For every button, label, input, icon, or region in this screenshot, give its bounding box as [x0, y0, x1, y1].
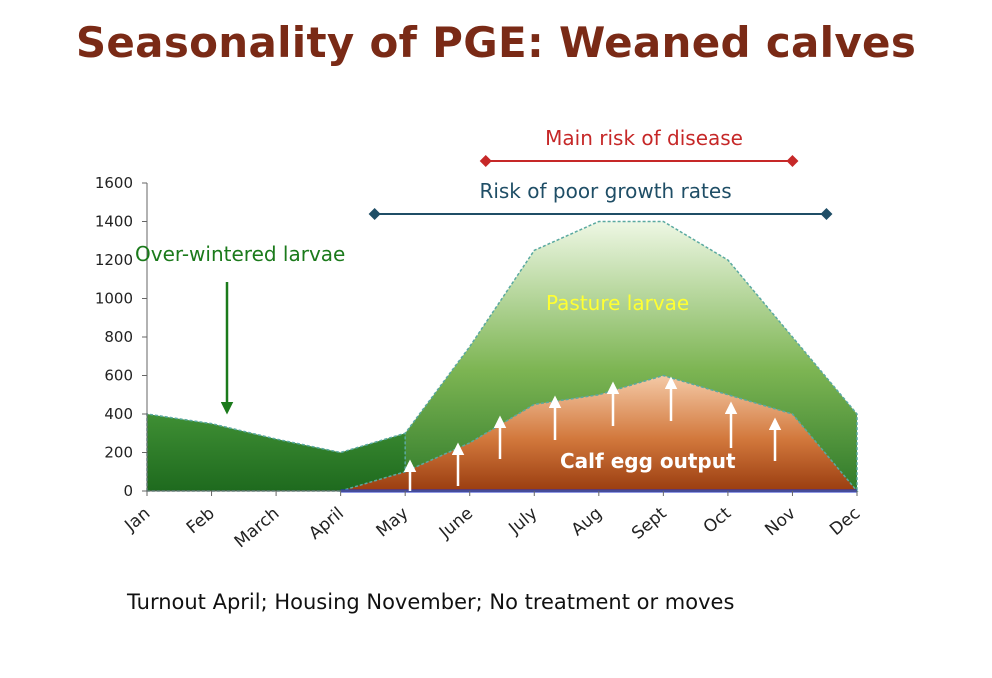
calf-egg-output-label: Calf egg output — [560, 449, 736, 473]
x-tick-label: June — [435, 504, 477, 544]
y-tick-label: 1600 — [95, 174, 133, 192]
slide-title: Seasonality of PGE: Weaned calves — [75, 18, 917, 67]
y-tick-label: 800 — [104, 328, 133, 346]
x-tick-label: Feb — [183, 504, 219, 539]
x-tick-label: Dec — [826, 504, 864, 540]
y-tick-label: 0 — [123, 482, 133, 500]
y-tick-label: 400 — [104, 405, 133, 423]
y-tick-label: 200 — [104, 444, 133, 462]
overwintered-larvae-label: Over-wintered larvae — [135, 242, 345, 266]
y-tick-label: 1000 — [95, 290, 133, 308]
x-tick-label: July — [504, 504, 541, 540]
overwintered-larvae-area — [146, 413, 406, 492]
x-tick-label: May — [373, 504, 413, 542]
footnote: Turnout April; Housing November; No trea… — [127, 590, 735, 614]
x-tick-label: Nov — [761, 504, 799, 541]
x-tick-label: Oct — [700, 503, 736, 537]
x-tick-label: March — [231, 504, 284, 553]
y-tick-label: 1400 — [95, 213, 133, 231]
x-tick-label: Jan — [121, 504, 155, 537]
x-tick-label: Aug — [568, 504, 606, 541]
main-risk-label: Main risk of disease — [545, 126, 743, 150]
y-tick-label: 600 — [104, 367, 133, 385]
x-tick-label: April — [305, 504, 348, 544]
y-tick-label: 1200 — [95, 251, 133, 269]
pasture-larvae-label: Pasture larvae — [546, 291, 689, 315]
x-tick-label: Sept — [628, 503, 671, 543]
poor-growth-label: Risk of poor growth rates — [479, 179, 731, 203]
